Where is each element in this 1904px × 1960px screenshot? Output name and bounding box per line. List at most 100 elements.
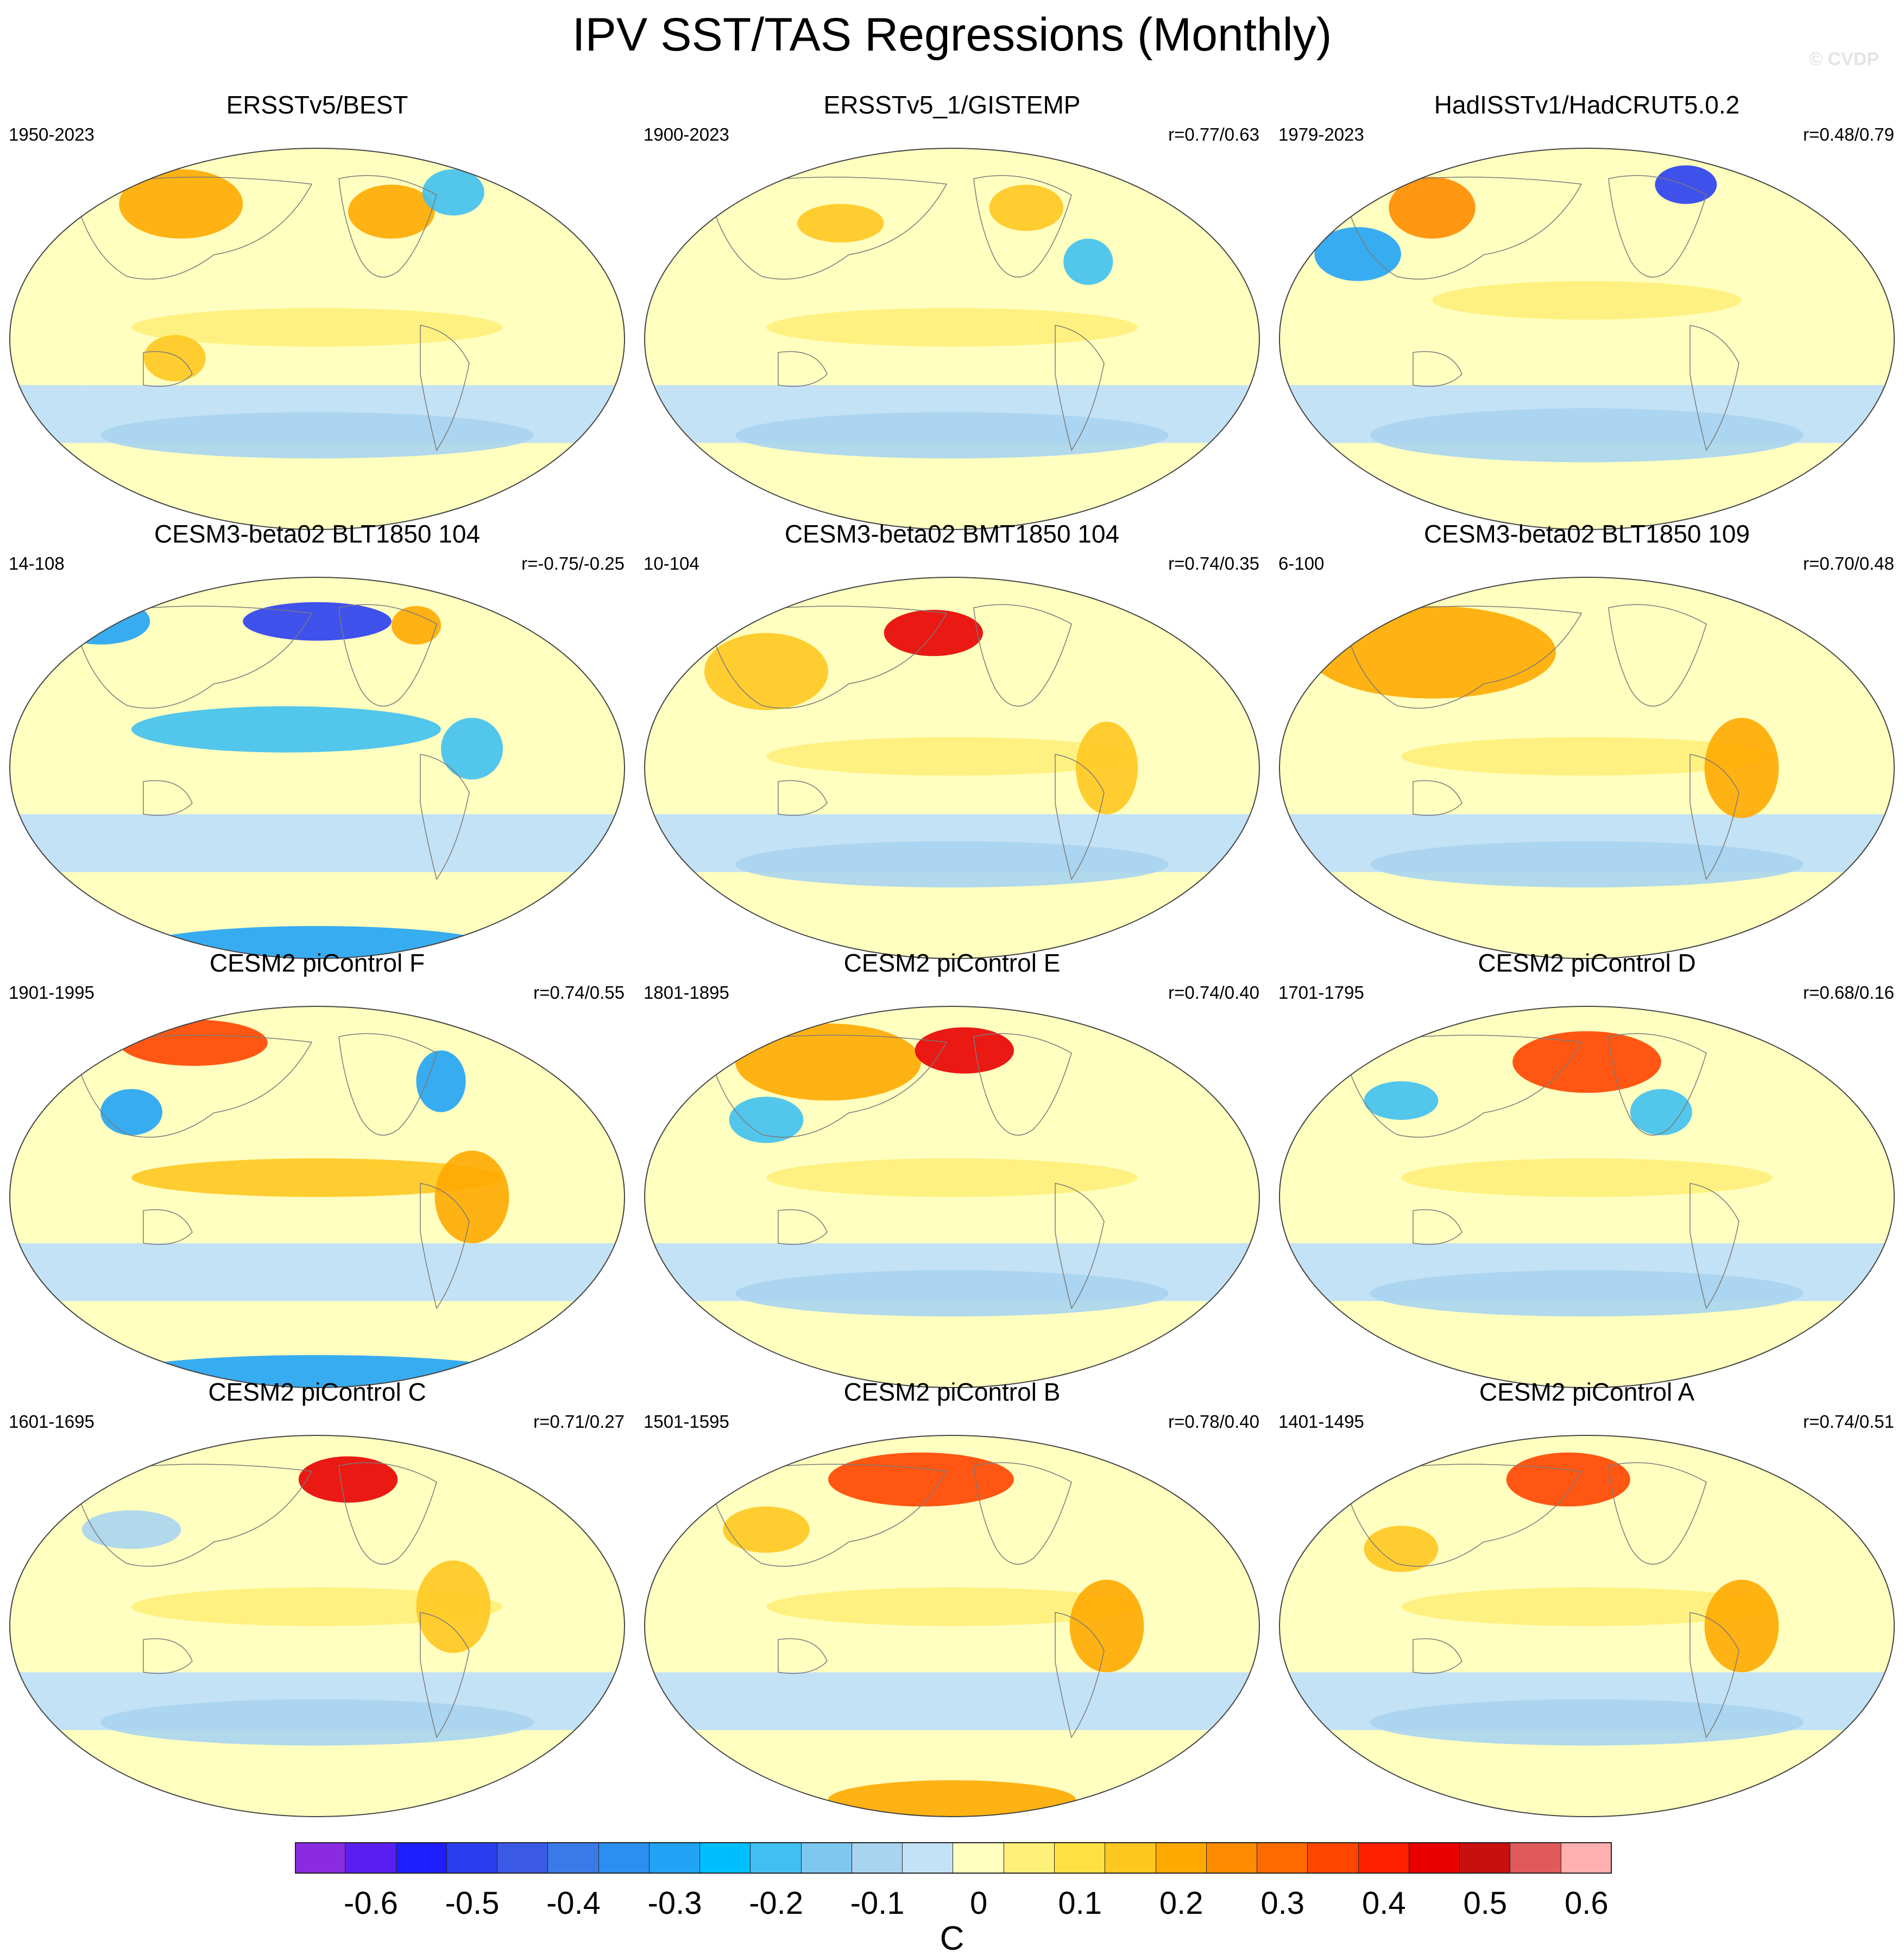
panel-title: CESM2 piControl A (1479, 1378, 1695, 1406)
coastline (1342, 177, 1583, 280)
map-border (644, 1435, 1260, 1817)
coastline (1689, 325, 1739, 451)
panel-correlation: r=0.74/0.40 (1168, 982, 1259, 1003)
colorbar-swatch (1561, 1842, 1612, 1874)
coastline (72, 606, 313, 709)
map-panel: CESM3-beta02 BLT1850 109 6-100 r=0.70/0.48 (1270, 519, 1904, 975)
colorbar-unit-label: C (940, 1920, 964, 1957)
anomaly-region (766, 1587, 1138, 1626)
anomaly-region (100, 1699, 534, 1746)
map-panel: CESM2 piControl A 1401-1495 r=0.74/0.51 (1270, 1377, 1904, 1833)
panel-title: CESM2 piControl F (209, 949, 425, 977)
watermark: © CVDP (1809, 49, 1879, 70)
colorbar-tick-label: -0.1 (850, 1886, 905, 1921)
colorbar-tick-label: -0.6 (343, 1886, 398, 1921)
robinson-map (1279, 577, 1895, 959)
map-panel: CESM2 piControl E 1801-1895 r=0.74/0.40 (635, 948, 1269, 1404)
southern-ocean-band (10, 1243, 625, 1301)
map-panel: ERSSTv5/BEST 1950-2023 (0, 90, 634, 546)
panel-correlation: r=0.77/0.63 (1168, 124, 1259, 144)
anomaly-region (100, 1355, 534, 1388)
anomaly-region (735, 412, 1169, 459)
coastline (707, 177, 948, 280)
coastline (973, 1033, 1072, 1136)
panel-correlation: r=-0.75/-0.25 (521, 553, 625, 573)
coastline (420, 754, 470, 880)
coastline (1608, 1033, 1707, 1136)
colorbar-swatch (1358, 1842, 1409, 1874)
anomaly-region (1704, 1579, 1779, 1673)
anomaly-region (20, 292, 144, 386)
anomaly-region (735, 1270, 1169, 1317)
coastline (707, 1035, 948, 1138)
anomaly-region (1370, 408, 1804, 463)
panel-period: 1901-1995 (9, 982, 94, 1003)
map-background (1279, 148, 1894, 530)
map-border (9, 1006, 625, 1388)
colorbar-swatch (598, 1842, 650, 1874)
colorbar-tick-label: -0.3 (647, 1886, 702, 1921)
map-border (9, 1435, 625, 1817)
panel-period: 1401-1495 (1278, 1411, 1364, 1432)
panel-period: 14-108 (9, 553, 65, 573)
colorbar-swatch (345, 1842, 396, 1874)
map-panel: CESM3-beta02 BMT1850 104 10-104 r=0.74/0.3… (635, 519, 1269, 975)
map-border (1279, 148, 1895, 530)
anomaly-region (1069, 1579, 1144, 1673)
anomaly-region (298, 1456, 398, 1503)
southern-ocean-band (10, 814, 625, 872)
anomaly-region (735, 841, 1169, 888)
coastline (1413, 780, 1462, 816)
panel-title: CESM3-beta02 BLT1850 104 (154, 520, 481, 548)
coastline (778, 351, 828, 387)
anomaly-region (1364, 1526, 1439, 1572)
coastline (143, 1638, 193, 1674)
colorbar-swatch (649, 1842, 701, 1874)
robinson-map (9, 1435, 625, 1817)
colorbar-swatch (1460, 1842, 1511, 1874)
anomaly-region (766, 308, 1138, 347)
anomaly-region (1401, 1158, 1773, 1197)
anomaly-region (1704, 717, 1779, 818)
panel-period: 1950-2023 (9, 124, 94, 144)
anomaly-region (422, 169, 484, 216)
anomaly-region (797, 204, 884, 243)
coastline (1055, 754, 1105, 880)
anomaly-region (441, 717, 503, 780)
anomaly-region (131, 308, 503, 347)
colorbar-swatch (1409, 1842, 1460, 1874)
panel-period: 1501-1595 (644, 1411, 729, 1432)
panel-title: CESM2 piControl B (843, 1378, 1061, 1406)
map-panel: CESM2 piControl D 1701-1795 r=0.68/0.16 (1270, 948, 1904, 1404)
panel-correlation: r=0.74/0.51 (1803, 1411, 1894, 1432)
anomaly-region (1506, 1452, 1630, 1507)
anomaly-region (1076, 721, 1138, 815)
anomaly-region (1512, 1031, 1661, 1093)
colorbar-frame (295, 1842, 1612, 1874)
anomaly-region (143, 335, 206, 382)
coastline (72, 1035, 313, 1138)
panel-period: 1801-1895 (644, 982, 729, 1003)
robinson-map (9, 1006, 625, 1388)
anomaly-region (729, 1096, 804, 1143)
coastline (1055, 1183, 1105, 1309)
robinson-map (1279, 1435, 1895, 1817)
coastline (1055, 1612, 1105, 1738)
map-border (644, 577, 1260, 959)
anomaly-region (243, 602, 392, 641)
anomaly-region (828, 1780, 1076, 1817)
panel-title: CESM2 piControl D (1478, 949, 1696, 977)
panel-title: ERSSTv5_1/GISTEMP (823, 91, 1081, 119)
map-border (644, 1006, 1260, 1388)
panel-period: 1601-1695 (9, 1411, 94, 1432)
anomaly-region (434, 1150, 509, 1244)
colorbar-swatch (446, 1842, 498, 1874)
anomaly-region (704, 633, 828, 710)
panel-correlation: r=0.48/0.79 (1803, 124, 1894, 144)
colorbar-swatch (295, 1842, 346, 1874)
coastline (1608, 1462, 1707, 1565)
colorbar-swatch (1105, 1842, 1156, 1874)
panel-period: 10-104 (644, 553, 699, 573)
anomaly-region (1370, 1699, 1804, 1746)
coastline (143, 351, 193, 387)
